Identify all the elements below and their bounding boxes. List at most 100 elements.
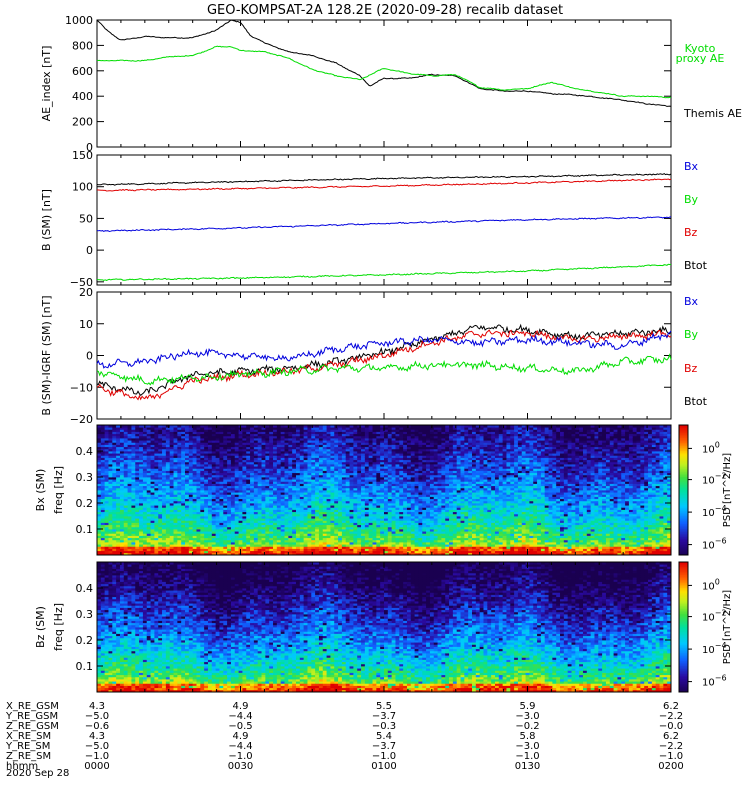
spectrogram-cell [123,533,129,536]
spectrogram-cell [204,442,209,445]
spectrogram-cell [154,466,159,469]
spectrogram-cell [185,494,190,497]
spectrogram-cell [188,518,194,521]
spectrogram-cell [119,457,125,461]
spectrogram-cell [181,518,186,521]
spectrogram-cell [146,500,151,504]
spectrogram-cell [142,518,148,521]
spectrogram-cell [200,524,205,528]
spectrogram-cell [196,429,201,432]
spectrogram-cell [108,529,113,532]
spectrogram-cell [123,496,129,500]
spectrogram-cell [169,448,174,452]
spectrogram-cell [104,496,109,500]
spectrogram-cell [162,503,167,506]
spectrogram-cell [97,526,102,530]
spectrogram-cell [181,496,186,500]
legend-label: Themis AE [683,107,742,120]
spectrogram-cell [112,518,117,521]
spectrogram-cell [196,464,201,467]
spectrogram-cell [177,522,182,526]
spectrogram-cell [200,531,205,534]
spectrogram-cell [192,546,197,549]
spectrogram-cell [169,425,174,428]
spectrogram-cell [185,503,190,506]
spectrogram-cell [185,550,190,554]
spectrogram-cell [207,522,213,526]
spectrogram-cell [142,516,148,519]
spectrogram-cell [196,513,201,517]
spectrogram-cell [112,453,117,456]
spectrogram-cell [169,529,174,532]
spectrogram-cell [162,552,167,556]
spectrogram-cell [173,481,178,484]
spectrogram-cell [188,522,194,526]
spectrogram-cell [100,448,106,452]
spectrogram-cell [200,548,205,552]
spectrogram-cell [169,477,174,480]
spectrogram-cell [100,442,106,445]
spectrogram-cell [131,459,136,463]
spectrogram-cell [215,531,220,534]
spectrogram-cell [154,446,159,450]
spectrogram-cell [215,496,220,500]
spectrogram-cell [185,446,190,450]
spectrogram-cell [139,548,144,552]
spectrogram-cell [116,485,121,489]
spectrogram-cell [211,453,217,456]
spectrogram-cell [185,435,190,439]
spectrogram-cell [100,427,106,430]
spectrogram-cell [173,453,178,456]
spectrogram-cell [131,552,136,556]
spectrogram-cell [177,461,182,465]
spectrogram-cell [142,474,148,478]
spectrogram-cell [139,481,144,484]
spectrogram-cell [173,442,178,445]
spectrogram-cell [188,533,194,536]
spectrogram-cell [181,464,186,467]
spectrogram-cell [150,453,155,456]
spectrogram-cell [207,503,213,506]
spectrogram-cell [123,487,129,491]
spectrogram-cell [173,520,178,523]
spectrogram-cell [150,425,155,428]
spectrogram-cell [154,539,159,543]
spectrogram-cell [100,431,106,435]
spectrogram-cell [154,442,159,445]
spectrogram-cell [162,531,167,534]
spectrogram-cell [158,496,163,500]
spectrogram-cell [119,526,125,530]
spectrogram-cell [104,531,109,534]
spectrogram-cell [165,472,171,476]
spectrogram-cell [196,444,201,448]
spectrogram-cell [200,446,205,450]
spectrogram-cell [116,509,121,513]
spectrogram-cell [169,507,174,510]
spectrogram-cell [207,468,213,471]
spectrogram-cell [119,552,125,556]
spectrogram-cell [162,542,167,545]
spectrogram-cell [158,425,163,428]
spectrogram-cell [131,511,136,515]
spectrogram-cell [146,438,151,441]
spectrogram-cell [150,518,155,521]
spectrogram-cell [127,516,132,519]
spectrogram-cell [192,516,197,519]
spectrogram-cell [127,531,132,534]
spectrogram-cell [104,470,109,474]
spectrogram-cell [97,479,102,482]
spectrogram-cell [108,455,113,458]
spectrogram-cell [100,464,106,467]
spectrogram-cell [177,548,182,552]
spectrogram-cell [196,496,201,500]
spectrogram-cell [181,448,186,452]
spectrogram-cell [154,448,159,452]
spectrogram-cell [154,487,159,491]
spectrogram-cell [104,438,109,441]
spectrogram-cell [100,492,106,495]
spectrogram-cell [97,511,102,515]
spectrogram-cell [100,459,106,463]
spectrogram-cell [188,466,194,469]
spectrogram-cell [146,431,151,435]
spectrogram-cell [158,533,163,536]
